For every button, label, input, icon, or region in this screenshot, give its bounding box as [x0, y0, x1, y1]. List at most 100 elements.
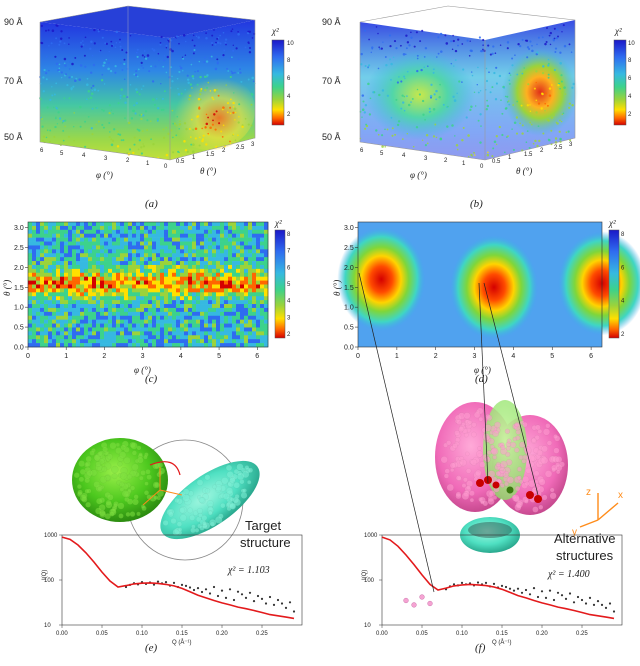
- data-point: [520, 591, 524, 594]
- heatmap-cell: [196, 331, 201, 336]
- colorbar-title: χ²: [274, 218, 282, 228]
- heatmap-cell: [132, 241, 137, 246]
- heatmap-cell: [100, 323, 105, 328]
- heatmap-cell: [28, 288, 33, 293]
- heatmap-cell: [44, 225, 49, 231]
- heatmap-cell: [148, 272, 153, 277]
- heatmap-cell: [188, 319, 193, 324]
- heatmap-cell: [264, 307, 269, 313]
- heatmap-cell: [108, 323, 113, 328]
- data-point: [292, 610, 296, 613]
- heatmap-cell: [68, 229, 73, 235]
- heatmap-cell: [208, 284, 213, 289]
- data-point: [556, 591, 560, 594]
- heatmap-cell: [172, 339, 177, 344]
- heatmap-cell: [44, 261, 49, 266]
- heatmap-cell: [204, 245, 209, 250]
- x-tick-label: 0.05: [96, 631, 108, 637]
- heatmap-cell: [144, 339, 149, 344]
- heatmap-cell: [52, 225, 57, 231]
- heatmap-cell: [80, 229, 85, 235]
- heatmap-cell: [148, 261, 153, 266]
- scatter-point: [474, 105, 477, 107]
- heatmap-cell: [260, 253, 265, 258]
- heatmap-cell: [140, 257, 145, 262]
- heatmap-cell: [116, 315, 121, 320]
- heatmap-cell: [48, 249, 53, 254]
- heatmap-cell: [96, 307, 101, 313]
- scatter-point: [453, 99, 457, 102]
- heatmap-cell: [44, 237, 49, 242]
- heatmap-cell: [192, 343, 197, 348]
- scatter-point: [200, 87, 203, 91]
- heatmap-cell: [188, 343, 193, 348]
- heatmap-cell: [32, 296, 37, 301]
- heatmap-cell: [188, 307, 193, 313]
- heatmap-cell: [140, 245, 145, 250]
- heatmap-cell: [112, 307, 117, 313]
- data-point: [232, 598, 236, 602]
- heatmap-cell: [216, 268, 221, 274]
- heatmap-cell: [156, 304, 161, 309]
- heatmap-cell: [88, 304, 93, 309]
- heatmap-cell: [184, 264, 189, 270]
- panel-a-cube-plot: 90 Å 70 Å 50 Å 6 5 4 3 2 1 0 0.5 1 1.5 2…: [4, 5, 294, 180]
- scatter-point: [555, 28, 558, 30]
- heatmap-cell: [100, 233, 105, 238]
- heatmap-cell: [240, 339, 245, 344]
- scatter-point: [546, 118, 549, 121]
- heatmap-cell: [236, 233, 241, 238]
- scatter-point: [86, 77, 89, 80]
- heatmap-cell: [228, 343, 233, 348]
- heatmap-cell: [152, 237, 157, 242]
- heatmap-cell: [36, 280, 41, 285]
- heatmap-cell: [56, 233, 61, 238]
- heatmap-cell: [200, 233, 205, 238]
- scatter-point: [410, 31, 412, 34]
- heatmap-cell: [236, 237, 241, 242]
- heatmap-cell: [156, 323, 161, 328]
- scatter-point: [62, 139, 65, 142]
- x-tick-label: 1: [395, 353, 399, 360]
- heatmap-cell: [232, 249, 237, 254]
- scatter-point: [169, 48, 172, 51]
- scatter-point: [554, 137, 558, 140]
- heatmap-cell: [200, 261, 205, 266]
- scatter-point: [93, 42, 96, 45]
- heatmap-cell: [68, 307, 73, 313]
- scatter-point: [219, 42, 222, 45]
- scatter-point: [521, 132, 524, 135]
- scatter-point: [229, 75, 232, 79]
- scatter-point: [504, 95, 507, 98]
- heatmap-cell: [192, 276, 197, 281]
- heatmap-cell: [200, 323, 205, 328]
- heatmap-cell: [32, 237, 37, 242]
- heatmap-cell: [112, 222, 117, 227]
- heatmap-cell: [140, 288, 145, 293]
- scatter-point: [213, 29, 215, 31]
- heatmap-cell: [96, 245, 101, 250]
- x-tick-label: 0.00: [56, 631, 68, 637]
- heatmap-cell: [212, 331, 217, 336]
- scatter-point: [214, 67, 218, 71]
- heatmap-cell: [100, 241, 105, 246]
- heatmap-cell: [80, 304, 85, 309]
- heatmap-cell: [200, 237, 205, 242]
- scatter-point: [163, 90, 166, 93]
- scatter-point: [198, 107, 201, 110]
- heatmap-cell: [64, 300, 69, 305]
- heatmap-cell: [180, 339, 185, 344]
- heatmap-cell: [32, 319, 37, 324]
- scatter-point: [440, 50, 443, 53]
- heatmap-cell: [180, 315, 185, 320]
- scatter-point: [211, 44, 214, 46]
- heatmap-cell: [96, 268, 101, 274]
- heatmap-cell: [168, 253, 173, 258]
- heatmap-cell: [120, 319, 125, 324]
- x-axis-title: φ (°): [134, 365, 151, 375]
- heatmap-cell: [112, 225, 117, 231]
- heatmap-cell: [76, 296, 81, 301]
- heatmap-cell: [164, 311, 169, 317]
- heatmap-cell: [212, 257, 217, 262]
- heatmap-cell: [160, 284, 165, 289]
